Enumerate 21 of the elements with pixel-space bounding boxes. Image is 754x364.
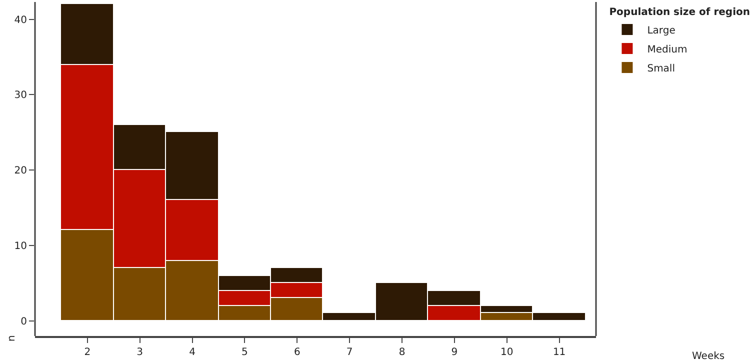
x-tick-label: 10	[500, 346, 514, 358]
text: Weeks	[692, 351, 725, 362]
x-tick-label: 3	[136, 346, 144, 358]
x-tick-label: 11	[552, 346, 566, 358]
legend-label: Large	[647, 25, 676, 36]
y-tick-label: 0	[20, 316, 27, 328]
x-tick-label: 6	[294, 346, 300, 358]
legend-label: Small	[647, 63, 675, 74]
y-axis-title: n	[6, 335, 18, 342]
y-tick-label: 10	[14, 241, 27, 252]
y-tick-label: 30	[14, 90, 27, 102]
x-tick-label: 5	[242, 346, 248, 358]
y-tick-label: 40	[14, 14, 27, 26]
legend-title: Population size of region	[609, 7, 750, 18]
x-tick-label: 7	[346, 346, 353, 358]
x-tick-label: 9	[451, 346, 458, 358]
legend-label: Medium	[647, 44, 688, 56]
y-tick-label: 20	[14, 166, 27, 177]
x-tick-label: 4	[189, 346, 196, 358]
x-tick-label: 2	[84, 346, 91, 358]
x-tick-label: 8	[398, 346, 406, 358]
